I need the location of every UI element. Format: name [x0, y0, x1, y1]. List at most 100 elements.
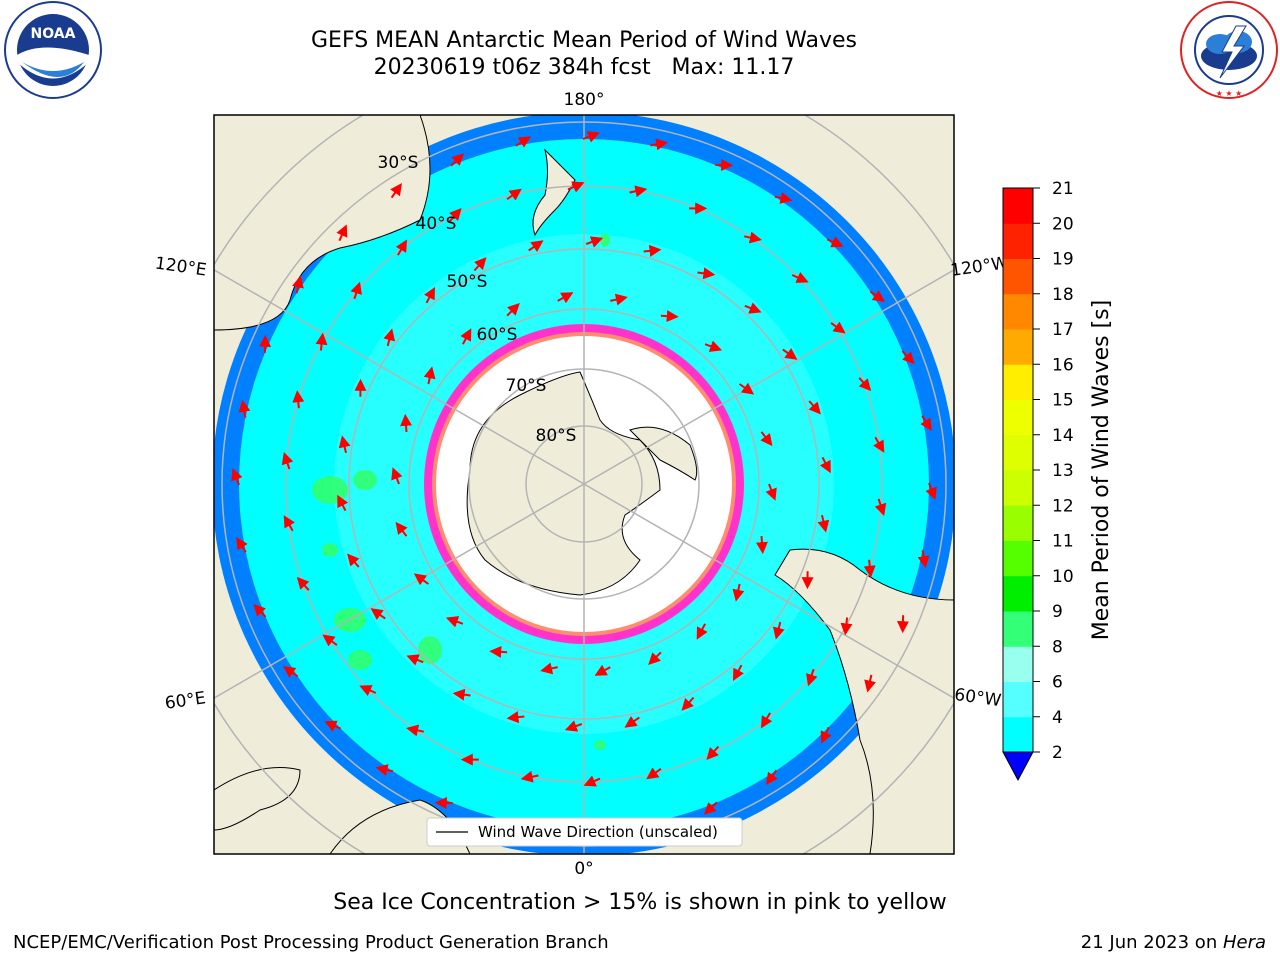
colorbar-tick-label: 4 — [1052, 708, 1063, 728]
colorbar-segment — [1003, 716, 1033, 753]
colorbar-tick-label: 17 — [1052, 320, 1074, 340]
longitude-labels: 180° 0° 120°E 60°E 120°W 60°W — [154, 90, 1010, 879]
wave-direction-arrow — [567, 181, 585, 193]
wave-direction-arrow — [874, 498, 887, 517]
wave-direction-arrow — [732, 583, 745, 602]
wave-direction-arrow — [819, 456, 831, 474]
colorbar-segment — [1003, 399, 1033, 436]
wave-direction-arrow — [660, 310, 679, 323]
wave-direction-arrow — [791, 271, 809, 283]
wave-direction-arrow — [450, 153, 465, 167]
legend-label: Wind Wave Direction (unscaled) — [478, 823, 718, 841]
wave-direction-arrow — [322, 634, 338, 647]
colorbar-tick-label: 2 — [1052, 743, 1063, 763]
wave-direction-arrow — [515, 136, 531, 148]
wave-direction-arrow — [732, 664, 744, 681]
wave-direction-arrow — [282, 666, 299, 678]
wave-direction-arrow — [646, 767, 662, 780]
map-frame — [213, 114, 955, 855]
colorbar-tick-label: 19 — [1052, 250, 1074, 270]
wave-direction-arrow — [772, 621, 785, 640]
wave-direction-arrow — [413, 573, 429, 586]
wave-direction-arrow — [901, 350, 915, 365]
colorbar-tick-label: 13 — [1052, 461, 1074, 481]
map-title: GEFS MEAN Antarctic Mean Period of Wind … — [311, 28, 857, 53]
noaa-logo-text: NOAA — [31, 26, 76, 42]
colorbar-segment — [1003, 258, 1033, 295]
colorbar-segment — [1003, 364, 1033, 400]
wave-direction-arrow — [338, 435, 351, 454]
wave-direction-arrow — [370, 608, 386, 620]
wave-direction-arrow — [564, 720, 583, 732]
colorbar-tick-label: 6 — [1052, 673, 1063, 693]
colorbar-tick-label: 15 — [1052, 391, 1074, 411]
wave-direction-arrow — [755, 536, 768, 555]
wave-direction-arrow — [337, 494, 349, 512]
colorbar-segment — [1003, 611, 1033, 647]
wave-direction-arrow — [864, 674, 876, 693]
wave-direction-arrow — [528, 240, 544, 253]
madagascar-land — [214, 767, 301, 831]
wave-direction-arrow — [473, 257, 487, 272]
colorbar-tick-label: 16 — [1052, 355, 1074, 375]
new-zealand-land — [532, 148, 576, 237]
wave-direction-arrow — [704, 340, 723, 352]
latitude-labels: 30°S 40°S 50°S 60°S 70°S 80°S — [378, 153, 577, 446]
south-america-land — [774, 548, 954, 854]
wave-direction-arrow — [594, 664, 611, 676]
wave-direction-arrow — [296, 576, 310, 591]
wave-direction-arrow — [292, 275, 304, 294]
colorbar-segment — [1003, 223, 1033, 259]
wave-direction-arrow — [253, 603, 267, 618]
wave-direction-arrow — [506, 711, 525, 724]
wave-direction-arrow — [703, 801, 718, 815]
colorbar-segment — [1003, 188, 1033, 224]
wave-direction-arrow — [395, 239, 408, 256]
wave-direction-arrow — [557, 292, 574, 304]
wave-direction-arrow — [383, 328, 396, 347]
lat-label-50s: 50°S — [447, 272, 488, 292]
wave-direction-arrow — [858, 377, 872, 392]
wave-direction-arrow — [292, 390, 305, 409]
wave-direction-arrow — [336, 224, 348, 242]
colorbar-segment — [1003, 646, 1033, 682]
colorbar-segment — [1003, 575, 1033, 612]
wave-direction-arrow — [400, 413, 413, 432]
wave-direction-arrow — [760, 431, 773, 447]
wave-direction-arrow — [743, 231, 762, 244]
wave-direction-arrow — [817, 514, 830, 533]
wave-direction-arrow — [830, 321, 846, 334]
colorbar-tick-label: 11 — [1052, 532, 1074, 552]
wave-direction-arrow — [863, 559, 876, 578]
footer-date: 21 Jun 2023 on — [1080, 932, 1223, 953]
wave-direction-arrow — [350, 281, 362, 300]
footer-host: Hera — [1222, 932, 1266, 953]
wave-direction-arrow — [648, 651, 662, 666]
lon-label-120e: 120°E — [154, 254, 208, 281]
colorbar-label: Mean Period of Wind Waves [s] — [1089, 300, 1114, 640]
wave-direction-arrow — [231, 468, 243, 486]
wave-direction-arrow — [283, 515, 295, 532]
wave-direction-arrow — [540, 662, 558, 675]
wave-direction-arrow — [395, 521, 408, 537]
colorbar-tick-label: 20 — [1052, 214, 1074, 234]
wave-direction-arrow — [873, 436, 885, 453]
wave-direction-arrow — [765, 483, 777, 501]
footer-credit: NCEP/EMC/Verification Post Processing Pr… — [13, 932, 609, 953]
wave-direction-arrow — [917, 550, 930, 569]
wind-wave-direction-arrows — [231, 131, 937, 837]
colorbar-segment — [1003, 434, 1033, 471]
lat-label-80s: 80°S — [536, 426, 577, 446]
wave-direction-arrow — [760, 712, 773, 729]
wave-direction-arrow — [238, 399, 251, 418]
lon-label-180: 180° — [564, 90, 605, 110]
wave-direction-arrow — [347, 553, 360, 568]
wave-direction-arrow — [324, 720, 342, 732]
wave-direction-arrow — [406, 724, 425, 737]
lon-label-120w: 120°W — [949, 253, 1009, 281]
wave-direction-arrow — [681, 696, 695, 711]
wave-direction-arrow — [696, 623, 708, 640]
wave-direction-arrow — [315, 332, 328, 351]
wave-direction-arrow — [390, 182, 402, 199]
wave-direction-arrow — [739, 382, 755, 395]
